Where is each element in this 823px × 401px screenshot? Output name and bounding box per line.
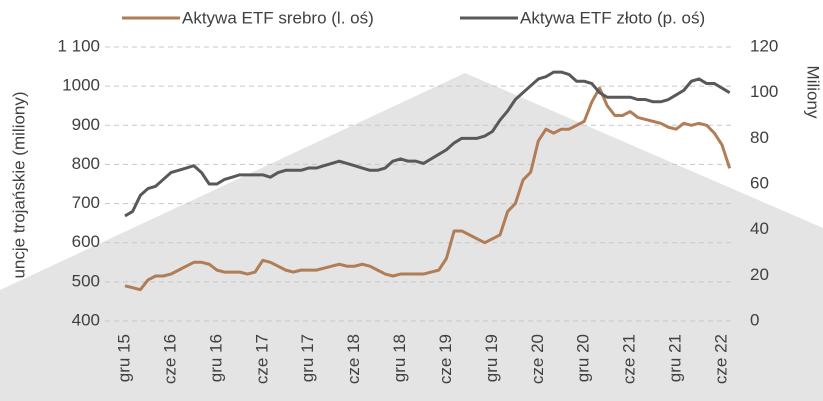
y2-tick-label: 40 <box>750 219 769 238</box>
y-tick-label: 500 <box>72 271 100 290</box>
data-line <box>124 86 732 292</box>
x-tick-label: cze 16 <box>160 334 179 384</box>
y2-tick-label: 100 <box>750 82 778 101</box>
y-axis-label: uncje trojańskie (miliony) <box>9 91 28 278</box>
x-tick-label: gru 21 <box>666 334 685 382</box>
x-tick-label: gru 20 <box>574 334 593 382</box>
legend-label: Aktywa ETF złoto (p. oś) <box>520 8 705 27</box>
y-tick-label: 600 <box>72 232 100 251</box>
x-tick-label: gru 19 <box>482 334 501 382</box>
y-tick-label: 800 <box>72 154 100 173</box>
y2-tick-label: 60 <box>750 173 769 192</box>
x-tick-label: cze 20 <box>528 334 547 384</box>
data-line <box>124 70 731 218</box>
y-tick-label: 1000 <box>62 76 100 95</box>
x-tick-label: gru 16 <box>206 334 225 382</box>
legend-label: Aktywa ETF srebro (l. oś) <box>182 8 374 27</box>
y2-tick-label: 0 <box>750 310 759 329</box>
x-tick-label: cze 17 <box>252 334 271 384</box>
x-tick-label: cze 19 <box>436 334 455 384</box>
y2-tick-label: 20 <box>750 265 769 284</box>
y-tick-label: 900 <box>72 115 100 134</box>
x-tick-label: cze 21 <box>620 334 639 384</box>
x-tick-label: cze 22 <box>711 334 730 384</box>
y-tick-label: 700 <box>72 193 100 212</box>
y2-tick-label: 80 <box>750 128 769 147</box>
x-tick-label: gru 17 <box>298 334 317 382</box>
y-tick-label: 400 <box>72 310 100 329</box>
y2-tick-label: 120 <box>750 36 778 55</box>
x-tick-label: cze 18 <box>344 334 363 384</box>
y-tick-label: 1 100 <box>57 36 100 55</box>
background-shape <box>0 73 823 401</box>
x-tick-label: gru 18 <box>390 334 409 382</box>
x-tick-label: gru 15 <box>114 334 133 382</box>
y2-axis-label: Miliony <box>804 66 823 119</box>
